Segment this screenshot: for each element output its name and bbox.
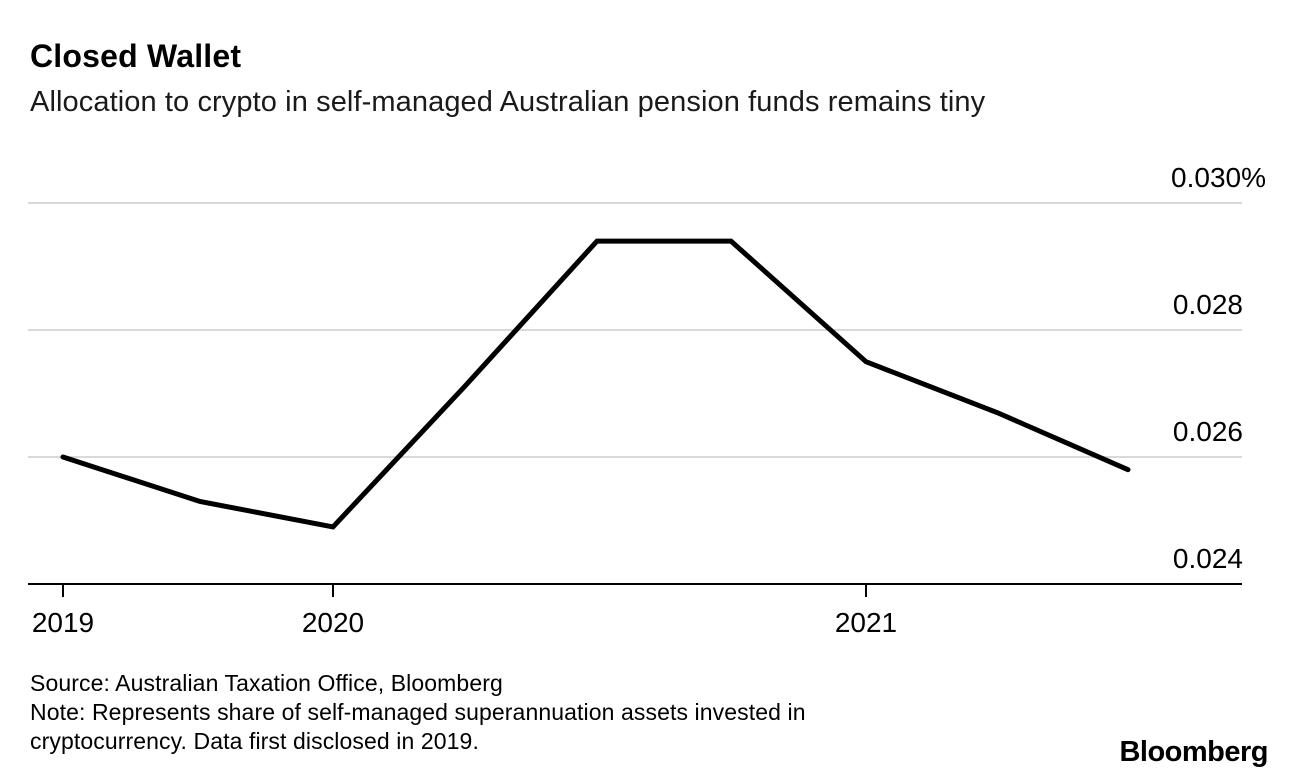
chart-title: Closed Wallet (30, 38, 242, 74)
y-axis-tick-label: 0.030% (1171, 162, 1266, 193)
x-axis-tick-label: 2021 (835, 607, 897, 638)
bloomberg-logo: Bloomberg (1119, 736, 1268, 768)
note-text-line2: cryptocurrency. Data first disclosed in … (30, 728, 479, 754)
chart-subtitle: Allocation to crypto in self-managed Aus… (30, 86, 986, 118)
note-text-line1: Note: Represents share of self-managed s… (30, 699, 806, 725)
chart-footer: Source: Australian Taxation Office, Bloo… (30, 669, 806, 756)
y-axis-tick-label: 0.026 (1173, 416, 1243, 447)
source-text: Source: Australian Taxation Office, Bloo… (30, 670, 503, 696)
x-axis-tick-label: 2019 (32, 607, 94, 638)
y-axis-tick-label: 0.024 (1173, 543, 1243, 574)
x-axis-tick-label: 2020 (302, 607, 364, 638)
y-axis-tick-label: 0.028 (1173, 289, 1243, 320)
allocation-line (60, 238, 1131, 530)
